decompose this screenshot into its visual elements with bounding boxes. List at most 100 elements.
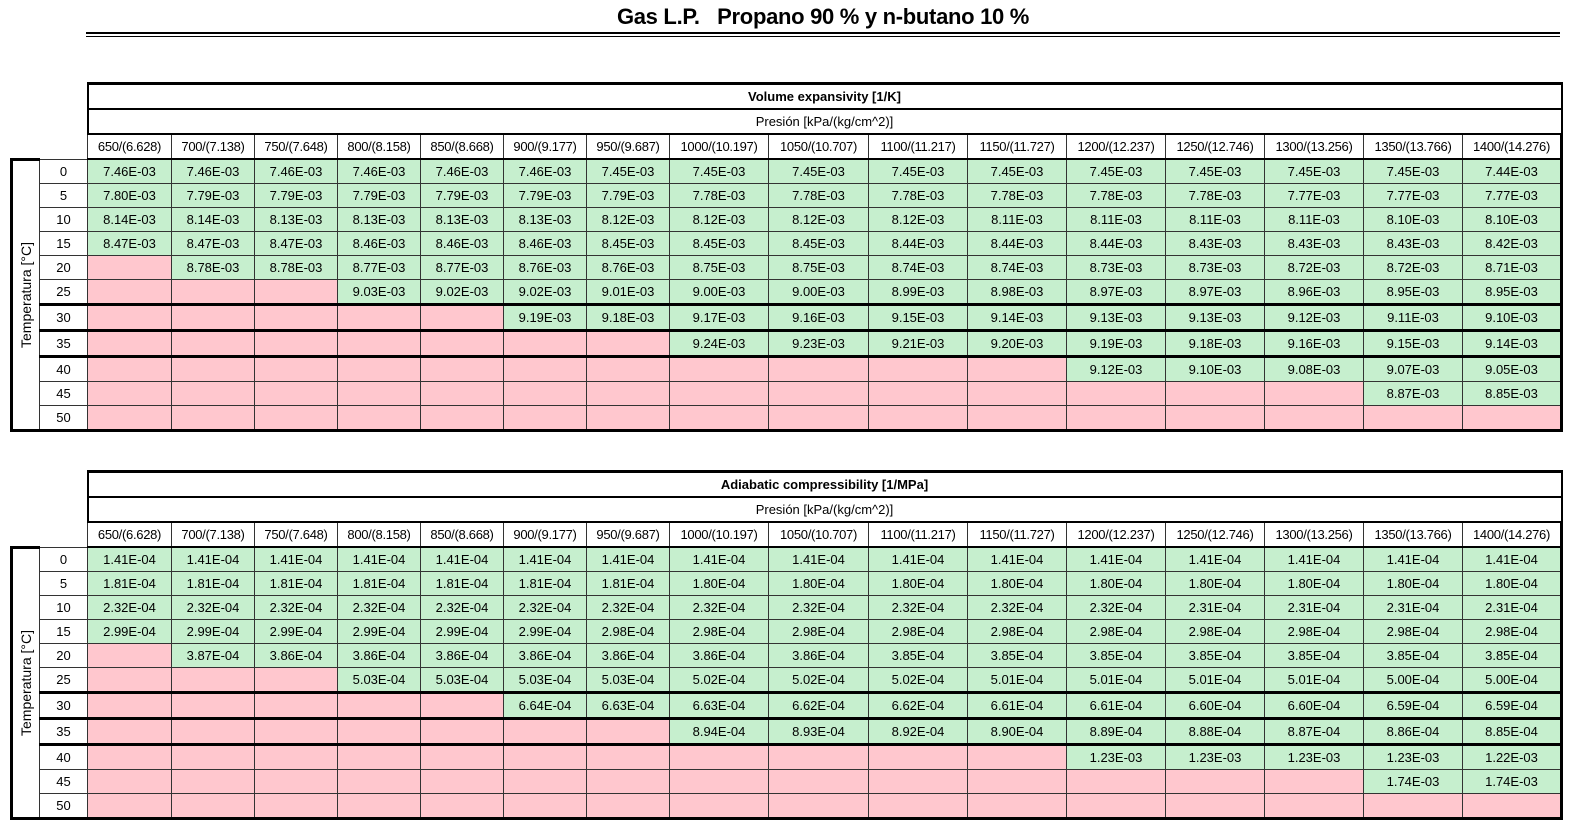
value-cell[interactable]: 7.78E-03 <box>1165 183 1265 208</box>
value-cell[interactable]: 2.32E-04 <box>171 595 255 620</box>
empty-cell[interactable] <box>967 769 1067 794</box>
empty-cell[interactable] <box>768 405 869 432</box>
value-cell[interactable]: 2.98E-04 <box>669 619 769 644</box>
empty-cell[interactable] <box>768 743 869 770</box>
value-cell[interactable]: 8.13E-03 <box>254 207 338 232</box>
empty-cell[interactable] <box>337 793 421 820</box>
value-cell[interactable]: 2.98E-04 <box>1264 619 1364 644</box>
empty-cell[interactable] <box>420 793 504 820</box>
value-cell[interactable]: 1.41E-04 <box>669 546 769 572</box>
value-cell[interactable]: 7.78E-03 <box>768 183 869 208</box>
value-cell[interactable]: 9.16E-03 <box>768 303 869 331</box>
empty-cell[interactable] <box>586 381 670 406</box>
empty-cell[interactable] <box>87 793 172 820</box>
value-cell[interactable]: 8.11E-03 <box>1066 207 1166 232</box>
value-cell[interactable]: 1.80E-04 <box>1264 571 1364 596</box>
empty-cell[interactable] <box>768 381 869 406</box>
empty-cell[interactable] <box>420 717 504 745</box>
value-cell[interactable]: 9.03E-03 <box>337 279 421 305</box>
empty-cell[interactable] <box>254 717 338 745</box>
value-cell[interactable]: 8.45E-03 <box>768 231 869 256</box>
value-cell[interactable]: 8.95E-03 <box>1462 279 1563 305</box>
empty-cell[interactable] <box>1363 793 1463 820</box>
value-cell[interactable]: 9.18E-03 <box>586 303 670 331</box>
value-cell[interactable]: 7.45E-03 <box>868 158 968 184</box>
empty-cell[interactable] <box>171 279 255 305</box>
empty-cell[interactable] <box>87 303 172 331</box>
value-cell[interactable]: 5.00E-04 <box>1363 667 1463 693</box>
empty-cell[interactable] <box>254 279 338 305</box>
empty-cell[interactable] <box>586 769 670 794</box>
empty-cell[interactable] <box>420 691 504 719</box>
value-cell[interactable]: 8.47E-03 <box>87 231 172 256</box>
empty-cell[interactable] <box>171 769 255 794</box>
value-cell[interactable]: 7.46E-03 <box>87 158 172 184</box>
empty-cell[interactable] <box>87 381 172 406</box>
value-cell[interactable]: 1.41E-04 <box>868 546 968 572</box>
value-cell[interactable]: 9.16E-03 <box>1264 329 1364 357</box>
empty-cell[interactable] <box>1066 769 1166 794</box>
value-cell[interactable]: 9.13E-03 <box>1165 303 1265 331</box>
value-cell[interactable]: 7.78E-03 <box>868 183 968 208</box>
empty-cell[interactable] <box>254 381 338 406</box>
value-cell[interactable]: 1.81E-04 <box>87 571 172 596</box>
value-cell[interactable]: 6.59E-04 <box>1462 691 1563 719</box>
value-cell[interactable]: 8.46E-03 <box>337 231 421 256</box>
value-cell[interactable]: 7.45E-03 <box>1165 158 1265 184</box>
value-cell[interactable]: 9.12E-03 <box>1066 355 1166 382</box>
value-cell[interactable]: 5.03E-04 <box>337 667 421 693</box>
value-cell[interactable]: 8.47E-03 <box>254 231 338 256</box>
value-cell[interactable]: 8.85E-04 <box>1462 717 1563 745</box>
empty-cell[interactable] <box>337 303 421 331</box>
value-cell[interactable]: 9.15E-03 <box>868 303 968 331</box>
empty-cell[interactable] <box>87 743 172 770</box>
value-cell[interactable]: 8.43E-03 <box>1264 231 1364 256</box>
value-cell[interactable]: 9.00E-03 <box>669 279 769 305</box>
value-cell[interactable]: 3.86E-04 <box>503 643 587 668</box>
value-cell[interactable]: 3.85E-04 <box>868 643 968 668</box>
empty-cell[interactable] <box>420 743 504 770</box>
empty-cell[interactable] <box>171 355 255 382</box>
value-cell[interactable]: 6.61E-04 <box>1066 691 1166 719</box>
value-cell[interactable]: 1.80E-04 <box>1462 571 1563 596</box>
value-cell[interactable]: 8.11E-03 <box>1165 207 1265 232</box>
value-cell[interactable]: 1.41E-04 <box>768 546 869 572</box>
value-cell[interactable]: 9.20E-03 <box>967 329 1067 357</box>
value-cell[interactable]: 8.13E-03 <box>503 207 587 232</box>
value-cell[interactable]: 9.02E-03 <box>420 279 504 305</box>
value-cell[interactable]: 3.85E-04 <box>1066 643 1166 668</box>
empty-cell[interactable] <box>420 405 504 432</box>
value-cell[interactable]: 9.10E-03 <box>1165 355 1265 382</box>
value-cell[interactable]: 5.03E-04 <box>420 667 504 693</box>
empty-cell[interactable] <box>171 381 255 406</box>
value-cell[interactable]: 1.22E-03 <box>1462 743 1563 770</box>
empty-cell[interactable] <box>254 303 338 331</box>
empty-cell[interactable] <box>1066 793 1166 820</box>
value-cell[interactable]: 9.11E-03 <box>1363 303 1463 331</box>
value-cell[interactable]: 7.79E-03 <box>586 183 670 208</box>
value-cell[interactable]: 8.93E-04 <box>768 717 869 745</box>
value-cell[interactable]: 9.19E-03 <box>1066 329 1166 357</box>
empty-cell[interactable] <box>868 405 968 432</box>
value-cell[interactable]: 2.99E-04 <box>171 619 255 644</box>
empty-cell[interactable] <box>254 691 338 719</box>
value-cell[interactable]: 8.45E-03 <box>669 231 769 256</box>
value-cell[interactable]: 8.42E-03 <box>1462 231 1563 256</box>
value-cell[interactable]: 8.75E-03 <box>669 255 769 280</box>
value-cell[interactable]: 2.32E-04 <box>1066 595 1166 620</box>
value-cell[interactable]: 8.43E-03 <box>1165 231 1265 256</box>
empty-cell[interactable] <box>171 717 255 745</box>
value-cell[interactable]: 8.76E-03 <box>503 255 587 280</box>
value-cell[interactable]: 3.85E-04 <box>1462 643 1563 668</box>
value-cell[interactable]: 8.11E-03 <box>967 207 1067 232</box>
empty-cell[interactable] <box>87 355 172 382</box>
value-cell[interactable]: 2.31E-04 <box>1462 595 1563 620</box>
value-cell[interactable]: 1.41E-04 <box>503 546 587 572</box>
value-cell[interactable]: 8.13E-03 <box>337 207 421 232</box>
value-cell[interactable]: 1.80E-04 <box>1165 571 1265 596</box>
value-cell[interactable]: 9.12E-03 <box>1264 303 1364 331</box>
value-cell[interactable]: 9.01E-03 <box>586 279 670 305</box>
empty-cell[interactable] <box>967 793 1067 820</box>
empty-cell[interactable] <box>171 329 255 357</box>
empty-cell[interactable] <box>1462 793 1563 820</box>
